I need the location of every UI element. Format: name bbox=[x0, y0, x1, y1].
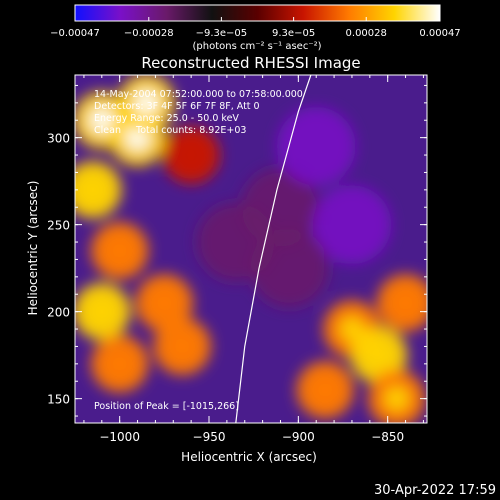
bright-region-core bbox=[151, 290, 177, 316]
colorbar-unit-label: (photons cm⁻² s⁻¹ asec⁻²) bbox=[192, 41, 321, 52]
bright-region-core bbox=[125, 125, 151, 151]
x-axis-ticks: −1000 −950 −900 −850 bbox=[83, 75, 424, 444]
chart-title: Reconstructed RHESSI Image bbox=[141, 54, 360, 72]
plot-area bbox=[75, 75, 427, 423]
bright-region-core bbox=[89, 107, 115, 133]
annotation-time: 14-May-2004 07:52:00.000 to 07:58:00.000 bbox=[94, 89, 303, 100]
x-tick-label: −950 bbox=[193, 430, 226, 444]
dim-region bbox=[276, 107, 356, 186]
bright-region-core bbox=[366, 342, 392, 368]
y-tick-label: 150 bbox=[47, 393, 70, 407]
bright-region-core bbox=[133, 90, 159, 116]
x-tick-label: −900 bbox=[282, 430, 315, 444]
bright-region-core bbox=[80, 177, 106, 203]
y-tick-label: 250 bbox=[47, 219, 70, 233]
bright-region-core bbox=[169, 333, 195, 359]
colorbar bbox=[74, 4, 441, 22]
bright-region-core bbox=[312, 377, 338, 403]
footer-timestamp: 30-Apr-2022 17:59 bbox=[374, 483, 496, 498]
y-axis-ticks: 150 200 250 300 bbox=[47, 84, 427, 417]
annotation-clean: Clean Total counts: 8.92E+03 bbox=[94, 125, 246, 136]
colorbar-tick-label: 0.00028 bbox=[346, 28, 387, 39]
y-tick-label: 300 bbox=[47, 132, 70, 146]
heatmap-layer bbox=[75, 75, 427, 423]
bright-region-core bbox=[393, 290, 419, 316]
bright-region-core bbox=[107, 238, 133, 264]
dim-region bbox=[196, 202, 276, 282]
bright-region-core bbox=[89, 299, 115, 325]
peak-position-label: Position of Peak = [-1015,266] bbox=[94, 401, 239, 412]
bright-region-core bbox=[107, 351, 133, 377]
annotation-block: 14-May-2004 07:52:00.000 to 07:58:00.000… bbox=[94, 89, 303, 136]
plot-frame bbox=[74, 74, 428, 424]
colorbar-tick-label: 0.00047 bbox=[419, 28, 460, 39]
x-tick-label: −1000 bbox=[99, 430, 140, 444]
y-axis-label: Heliocentric Y (arcsec) bbox=[26, 181, 40, 316]
colorbar-tick-label: 9.3e−05 bbox=[272, 28, 315, 39]
colorbar-ticks: −0.00047 −0.00028 −9.3e−05 9.3e−05 0.00028 0.… bbox=[50, 17, 461, 39]
annotation-energy: Energy Range: 25.0 - 50.0 keV bbox=[94, 113, 239, 124]
colorbar-tick-label: −0.00047 bbox=[50, 28, 100, 39]
colorbar-tick-label: −0.00028 bbox=[124, 28, 174, 39]
bright-region-core bbox=[384, 386, 410, 412]
colorbar-tick-label: −9.3e−05 bbox=[196, 28, 248, 39]
annotation-detectors: Detectors: 3F 4F 5F 6F 7F 8F, Att 0 bbox=[94, 101, 260, 112]
y-tick-label: 200 bbox=[47, 306, 70, 320]
bright-region-core bbox=[178, 142, 204, 168]
x-tick-label: −850 bbox=[371, 430, 404, 444]
x-axis-label: Heliocentric X (arcsec) bbox=[181, 450, 317, 464]
solar-limb-curve bbox=[235, 75, 312, 423]
dim-region bbox=[312, 185, 392, 264]
